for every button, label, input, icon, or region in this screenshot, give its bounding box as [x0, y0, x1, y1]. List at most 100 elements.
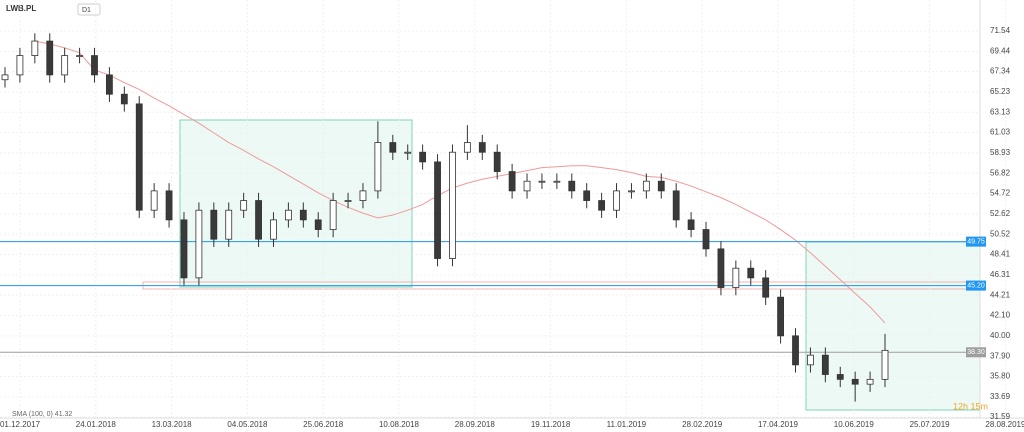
candle-body	[836, 374, 844, 380]
candle-body	[46, 40, 54, 76]
x-tick-label: 28.02.2019	[682, 420, 723, 429]
level-label: 38.30	[967, 349, 985, 356]
candle-body	[359, 190, 367, 201]
level-tag	[966, 347, 986, 358]
candle-body	[135, 103, 143, 211]
candle-body	[284, 209, 292, 221]
candle-body	[702, 229, 710, 250]
candle-body	[613, 190, 620, 211]
x-tick-label: 17.04.2019	[758, 420, 799, 429]
candle-body	[1, 74, 9, 81]
candle-body	[463, 142, 471, 153]
candle-body	[270, 219, 277, 240]
candle-body	[553, 180, 561, 183]
x-tick-label: 19.11.2018	[531, 420, 571, 429]
x-tick-label: 10.06.2019	[834, 420, 875, 429]
symbol: LWB.PL	[6, 4, 36, 13]
y-tick-label: 54.72	[990, 189, 1011, 198]
countdown: 12h 15m	[953, 401, 988, 411]
candle-body	[210, 209, 218, 240]
candle-body	[777, 296, 784, 337]
y-tick-label: 48.41	[990, 250, 1011, 259]
level-tag	[966, 280, 986, 291]
candle-body	[91, 55, 98, 76]
candle-body	[807, 354, 814, 366]
y-tick-label: 56.82	[990, 168, 1011, 177]
candle-body	[821, 354, 829, 375]
candle-body	[538, 180, 546, 183]
candle-body	[657, 180, 665, 192]
y-tick-label: 63.13	[990, 107, 1011, 116]
candle-body	[150, 190, 158, 211]
candle-body	[195, 209, 203, 279]
candle-body	[329, 200, 337, 230]
y-tick-label: 52.62	[990, 209, 1011, 218]
candle-body	[404, 151, 412, 154]
candle-body	[762, 277, 770, 298]
y-tick-label: 33.69	[990, 392, 1011, 401]
level-tag	[966, 236, 986, 247]
sma-legend: SMA (100, 0) 41.32	[12, 411, 72, 418]
candle-body	[76, 55, 83, 57]
candle-body	[478, 142, 486, 153]
y-tick-label: 44.21	[990, 290, 1011, 299]
y-tick-label: 42.10	[990, 311, 1011, 320]
candle-body	[16, 55, 24, 76]
x-tick-label: 24.01.2018	[76, 420, 117, 429]
candle-body	[61, 55, 69, 76]
x-tick-label: 04.05.2018	[227, 420, 268, 429]
candle-body	[389, 142, 397, 153]
candle-body	[180, 219, 188, 279]
y-tick-label: 58.93	[990, 148, 1011, 157]
candle-body	[314, 219, 322, 230]
candle-body	[120, 93, 128, 105]
x-tick-label: 01.12.2017	[0, 420, 41, 429]
candle-body	[687, 219, 695, 230]
candle-body	[568, 180, 576, 192]
candle-body	[672, 190, 680, 221]
candle-body	[106, 74, 113, 95]
candle-body	[792, 335, 799, 366]
candle-body	[732, 267, 740, 288]
candle-body	[598, 200, 606, 211]
x-tick-label: 25.06.2018	[303, 420, 344, 429]
candle-body	[717, 248, 725, 288]
candle-body	[866, 378, 874, 385]
y-tick-label: 67.34	[990, 67, 1011, 76]
sma-line	[34, 40, 886, 324]
candle-body	[523, 180, 531, 192]
candle-body	[31, 40, 39, 56]
candle-body	[508, 171, 516, 192]
y-tick-label: 65.23	[990, 87, 1011, 96]
candle-body	[165, 190, 173, 221]
annotation-box	[179, 119, 413, 288]
y-tick-label: 50.52	[990, 229, 1011, 238]
y-tick-label: 31.59	[990, 412, 1011, 421]
candle-body	[225, 209, 233, 240]
annotation-box	[805, 241, 981, 411]
candle-body	[628, 190, 635, 193]
y-tick-label: 69.44	[990, 46, 1011, 55]
candle-body	[747, 267, 755, 279]
x-tick-label: 25.07.2019	[910, 420, 951, 429]
y-tick-label: 40.00	[990, 331, 1011, 340]
candle-body	[881, 349, 889, 380]
candle-body	[851, 378, 859, 385]
y-tick-label: 46.31	[990, 270, 1011, 279]
x-tick-label: 13.03.2018	[152, 420, 193, 429]
candle-body	[434, 161, 441, 259]
candle-body	[493, 151, 501, 172]
x-tick-label: 28.08.2019	[985, 420, 1024, 429]
candle-body	[419, 151, 427, 163]
candle-body	[642, 180, 650, 192]
timeframe-dropdown[interactable]	[77, 3, 101, 16]
x-tick-label: 10.08.2018	[379, 420, 420, 429]
candle-body	[240, 200, 248, 211]
y-tick-label: 61.03	[990, 128, 1011, 137]
level-label: 49.75	[967, 238, 985, 245]
level-label: 45.20	[967, 282, 985, 289]
candle-body	[374, 142, 382, 192]
candle-body	[449, 151, 456, 259]
timeframe[interactable]: D1	[82, 7, 91, 14]
candle-body	[583, 190, 591, 201]
